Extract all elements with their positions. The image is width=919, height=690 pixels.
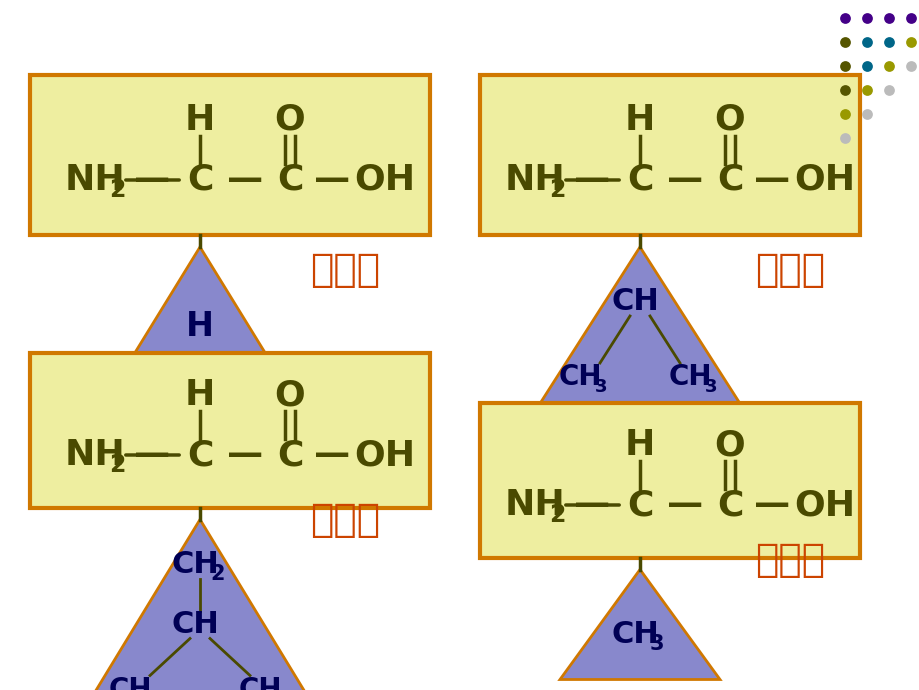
Text: OH: OH xyxy=(794,488,855,522)
Point xyxy=(836,12,851,23)
Point xyxy=(836,37,851,48)
Point xyxy=(880,37,895,48)
Text: CH: CH xyxy=(667,363,711,391)
Text: NH: NH xyxy=(505,163,565,197)
Text: NH: NH xyxy=(64,163,125,197)
Text: C: C xyxy=(187,438,213,472)
Text: 2: 2 xyxy=(108,453,125,477)
Polygon shape xyxy=(525,247,754,427)
Text: —: — xyxy=(134,163,170,197)
Point xyxy=(902,12,917,23)
Point xyxy=(858,108,873,119)
Point xyxy=(858,84,873,95)
Text: —: — xyxy=(754,163,789,197)
Polygon shape xyxy=(560,569,720,680)
Text: 丙氨酸: 丙氨酸 xyxy=(754,541,824,579)
Text: C: C xyxy=(716,488,743,522)
Text: H: H xyxy=(186,310,214,344)
Point xyxy=(836,132,851,144)
Text: —: — xyxy=(754,488,789,522)
Text: CH: CH xyxy=(558,363,601,391)
Text: O: O xyxy=(275,103,305,137)
Text: H: H xyxy=(624,428,654,462)
Text: 缬氨酸: 缬氨酸 xyxy=(754,251,824,289)
Text: OH: OH xyxy=(354,163,415,197)
Text: —: — xyxy=(227,438,263,472)
Text: 甘氨酸: 甘氨酸 xyxy=(310,251,380,289)
Text: 亮氨酸: 亮氨酸 xyxy=(310,501,380,539)
Text: H: H xyxy=(624,103,654,137)
Text: —: — xyxy=(314,163,350,197)
Polygon shape xyxy=(119,247,279,377)
Text: C: C xyxy=(716,163,743,197)
Text: 3: 3 xyxy=(704,378,717,396)
Text: 3: 3 xyxy=(649,635,664,655)
Text: CH: CH xyxy=(171,610,219,639)
Point xyxy=(836,61,851,72)
Text: —: — xyxy=(666,488,702,522)
Text: NH: NH xyxy=(64,438,125,472)
Point xyxy=(858,37,873,48)
FancyBboxPatch shape xyxy=(30,353,429,508)
Text: C: C xyxy=(187,163,213,197)
Text: 3: 3 xyxy=(594,378,607,396)
FancyBboxPatch shape xyxy=(30,75,429,235)
Text: H: H xyxy=(185,103,215,137)
Text: CH: CH xyxy=(108,676,152,690)
Text: —: — xyxy=(134,438,170,472)
Polygon shape xyxy=(60,520,340,690)
Text: CH: CH xyxy=(171,550,219,579)
Text: C: C xyxy=(626,163,652,197)
Text: O: O xyxy=(714,103,744,137)
Text: 2: 2 xyxy=(549,503,564,527)
Text: —: — xyxy=(573,163,610,197)
Text: OH: OH xyxy=(794,163,855,197)
Point xyxy=(858,61,873,72)
Text: 2: 2 xyxy=(210,564,225,584)
Text: C: C xyxy=(626,488,652,522)
Text: NH: NH xyxy=(505,488,565,522)
Point xyxy=(902,61,917,72)
Text: —: — xyxy=(666,163,702,197)
Point xyxy=(858,12,873,23)
Text: CH: CH xyxy=(238,676,281,690)
Point xyxy=(880,84,895,95)
Text: 2: 2 xyxy=(108,178,125,202)
Point xyxy=(836,84,851,95)
Text: H: H xyxy=(185,378,215,412)
Text: CH: CH xyxy=(610,620,658,649)
Text: O: O xyxy=(714,428,744,462)
Text: C: C xyxy=(277,163,303,197)
Point xyxy=(836,108,851,119)
Text: —: — xyxy=(314,438,350,472)
Point xyxy=(880,61,895,72)
Point xyxy=(902,37,917,48)
FancyBboxPatch shape xyxy=(480,402,859,558)
Text: OH: OH xyxy=(354,438,415,472)
Text: O: O xyxy=(275,378,305,412)
Text: —: — xyxy=(227,163,263,197)
FancyBboxPatch shape xyxy=(480,75,859,235)
Text: 2: 2 xyxy=(549,178,564,202)
Text: CH: CH xyxy=(610,288,658,317)
Text: —: — xyxy=(573,488,610,522)
Text: C: C xyxy=(277,438,303,472)
Point xyxy=(880,12,895,23)
